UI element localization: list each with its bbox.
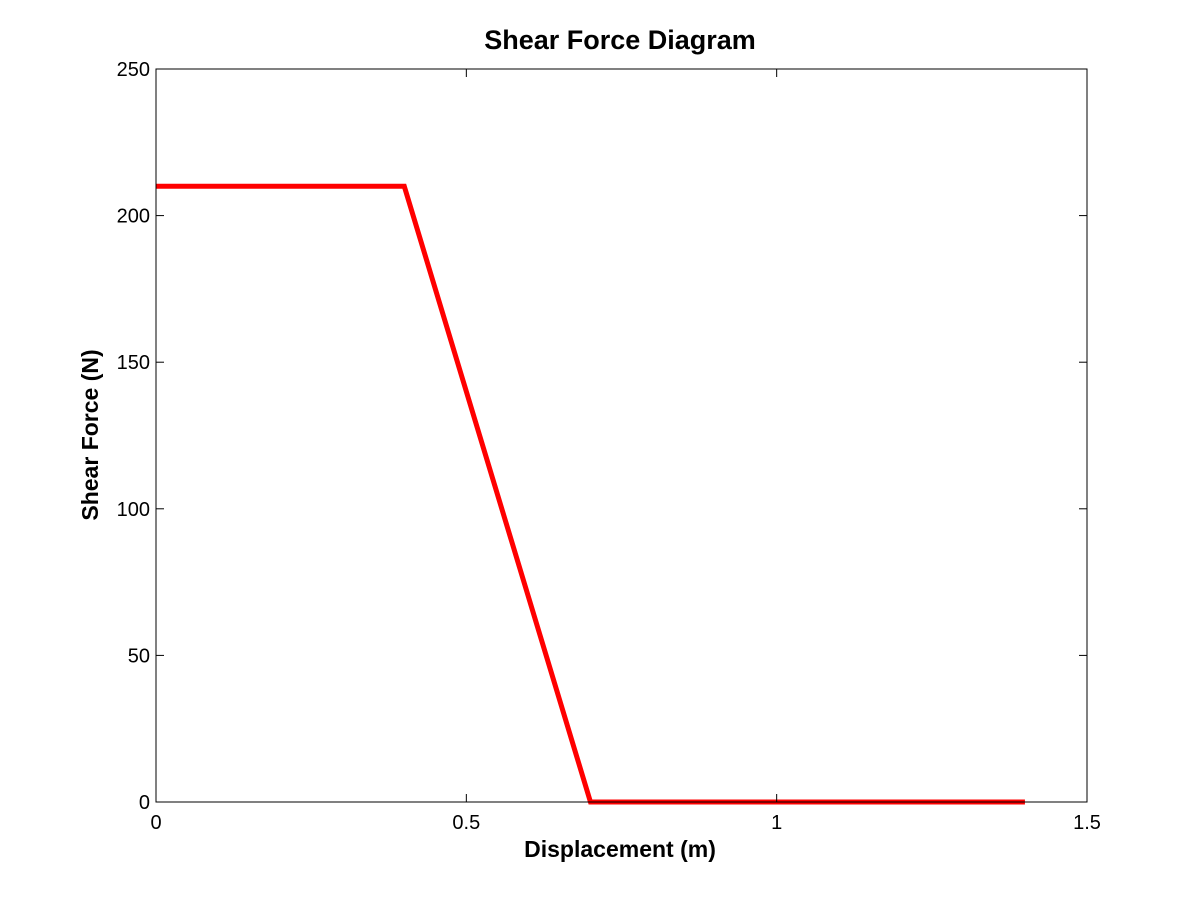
- x-tick-label: 1.5: [1073, 812, 1101, 834]
- y-tick-label: 50: [128, 645, 150, 667]
- x-tick-label: 1: [771, 812, 782, 834]
- y-tick-label: 150: [117, 352, 150, 374]
- chart-title: Shear Force Diagram: [484, 25, 756, 55]
- y-tick-label: 250: [117, 59, 150, 81]
- plot-area: [156, 69, 1087, 802]
- x-axis-label: Displacement (m): [524, 836, 716, 862]
- y-tick-label: 200: [117, 206, 150, 228]
- tick-labels-layer: 0 0.5 1 1.5 0 50 100 150 200 250: [117, 59, 1101, 834]
- x-tick-label: 0: [150, 812, 161, 834]
- y-tick-label: 100: [117, 499, 150, 521]
- y-tick-label: 0: [139, 792, 150, 814]
- x-tick-label: 0.5: [452, 812, 480, 834]
- y-axis-label: Shear Force (N): [77, 349, 103, 520]
- axes-box: [155, 68, 1088, 803]
